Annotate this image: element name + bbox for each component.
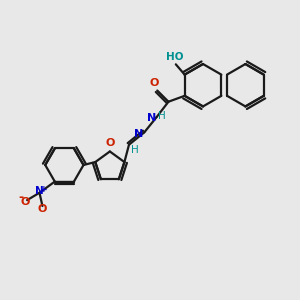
Text: H: H <box>158 110 166 121</box>
Text: -: - <box>18 191 23 204</box>
Text: O: O <box>38 204 47 214</box>
Text: O: O <box>149 78 158 88</box>
Text: O: O <box>105 138 115 148</box>
Text: N: N <box>134 129 144 139</box>
Text: H: H <box>131 145 139 155</box>
Text: +: + <box>40 185 47 194</box>
Text: N: N <box>35 186 44 196</box>
Text: O: O <box>20 196 29 207</box>
Text: HO: HO <box>166 52 183 62</box>
Text: N: N <box>147 113 156 124</box>
